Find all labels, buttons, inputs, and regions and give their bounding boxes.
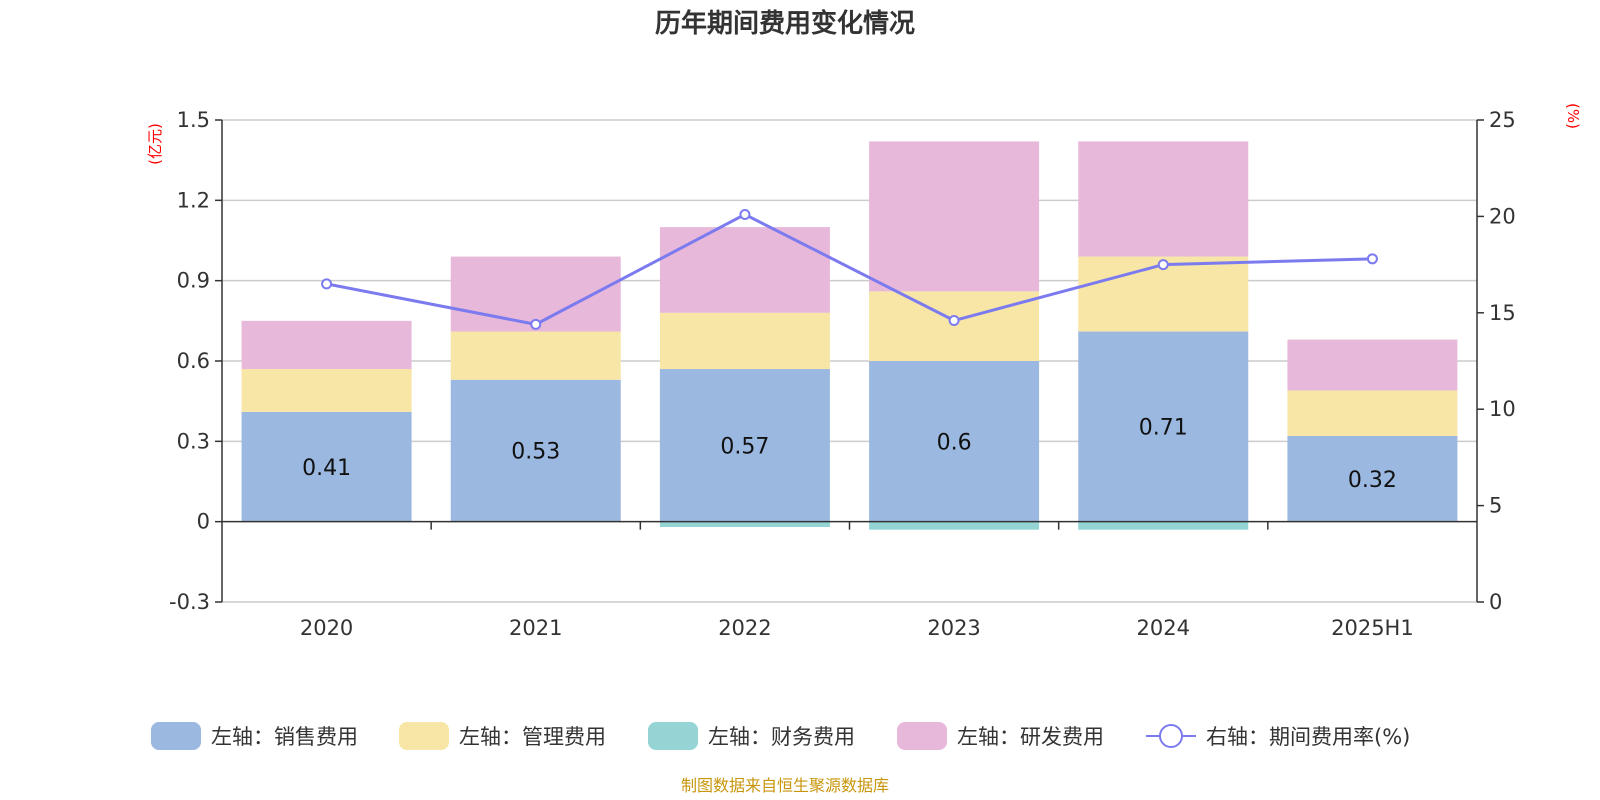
x-tick-label: 2020: [300, 616, 353, 640]
right-tick-label: 15: [1489, 301, 1516, 325]
bar-segment: [869, 291, 1040, 361]
left-tick-label: 1.5: [177, 108, 210, 132]
x-tick-label: 2023: [927, 616, 980, 640]
x-tick-label: 2024: [1137, 616, 1190, 640]
bar-segment: [241, 411, 412, 522]
data-label: 0.57: [720, 434, 769, 459]
legend-marker: [1159, 724, 1183, 748]
bar-segment: [1287, 339, 1458, 391]
x-tick-label: 2022: [718, 616, 771, 640]
right-tick-label: 25: [1489, 108, 1516, 132]
data-label: 0.53: [511, 440, 560, 465]
bar-segment: [1078, 521, 1249, 530]
data-label: 0.6: [937, 430, 972, 455]
bar-segment: [241, 320, 412, 370]
legend-swatch: [897, 722, 947, 750]
bar-segment: [869, 521, 1040, 530]
rate-point: [739, 208, 751, 220]
x-tick-label: 2025H1: [1331, 616, 1414, 640]
grid-lines: [222, 119, 1477, 603]
rate-point: [948, 315, 960, 327]
legend-swatch: [399, 722, 449, 750]
right-tick-label: 5: [1489, 494, 1502, 518]
source-note: 制图数据来自恒生聚源数据库: [681, 776, 889, 795]
left-tick-label: 0: [197, 510, 210, 534]
legend-label: 左轴：研发费用: [957, 725, 1104, 749]
chart-title: 历年期间费用变化情况: [655, 8, 915, 39]
bar-segment: [659, 521, 830, 528]
bar-segment: [659, 227, 830, 313]
bar-segment: [1078, 331, 1249, 522]
bar-segment: [1287, 435, 1458, 522]
left-tick-label: 0.3: [177, 429, 210, 453]
left-axis-unit: (亿元): [146, 123, 164, 165]
data-label: 0.71: [1139, 416, 1188, 441]
legend-label: 左轴：销售费用: [211, 725, 358, 749]
legend-swatch: [648, 722, 698, 750]
data-label: 0.32: [1348, 468, 1397, 493]
left-tick-label: -0.3: [169, 590, 210, 614]
left-tick-label: 0.9: [177, 269, 210, 293]
left-tick-label: 1.2: [177, 188, 210, 212]
data-label: 0.41: [302, 456, 351, 481]
bar-segment: [1078, 141, 1249, 257]
legend-label: 右轴：期间费用率(%): [1206, 725, 1410, 749]
bar-segment: [869, 141, 1040, 292]
axes: -0.3 0 0.3 0.6 0.9 1.2 1.5 0 5 10 15 20 25 2020 2021 20…: [169, 108, 1516, 640]
right-tick-label: 10: [1489, 397, 1516, 421]
right-axis-unit: (%): [1564, 103, 1582, 129]
legend-swatch: [151, 722, 201, 750]
bar-segment: [869, 361, 1040, 522]
rate-line-path: [326, 212, 1373, 326]
bar-segment: [659, 369, 830, 522]
bar-segment: [450, 331, 621, 380]
left-tick-label: 0.6: [177, 349, 210, 373]
rate-point: [321, 278, 333, 290]
legend: 左轴：销售费用 左轴：管理费用 左轴：财务费用 左轴：研发费用 右轴：期间费用率(%): [151, 722, 1410, 750]
right-tick-label: 0: [1489, 590, 1502, 614]
bar-segment: [659, 312, 830, 370]
rate-line: [321, 208, 1378, 330]
rate-point: [1157, 259, 1169, 271]
bar-segment: [450, 379, 621, 522]
legend-label: 左轴：财务费用: [708, 725, 855, 749]
bar-segment: [1287, 390, 1458, 436]
x-tick-label: 2021: [509, 616, 562, 640]
legend-label: 左轴：管理费用: [459, 725, 606, 749]
data-labels: 0.41 0.53 0.57 0.6 0.71 0.32: [302, 416, 1397, 493]
right-tick-label: 20: [1489, 204, 1516, 228]
rate-point: [530, 318, 542, 330]
rate-point: [1366, 253, 1378, 265]
bar-segment: [241, 369, 412, 412]
